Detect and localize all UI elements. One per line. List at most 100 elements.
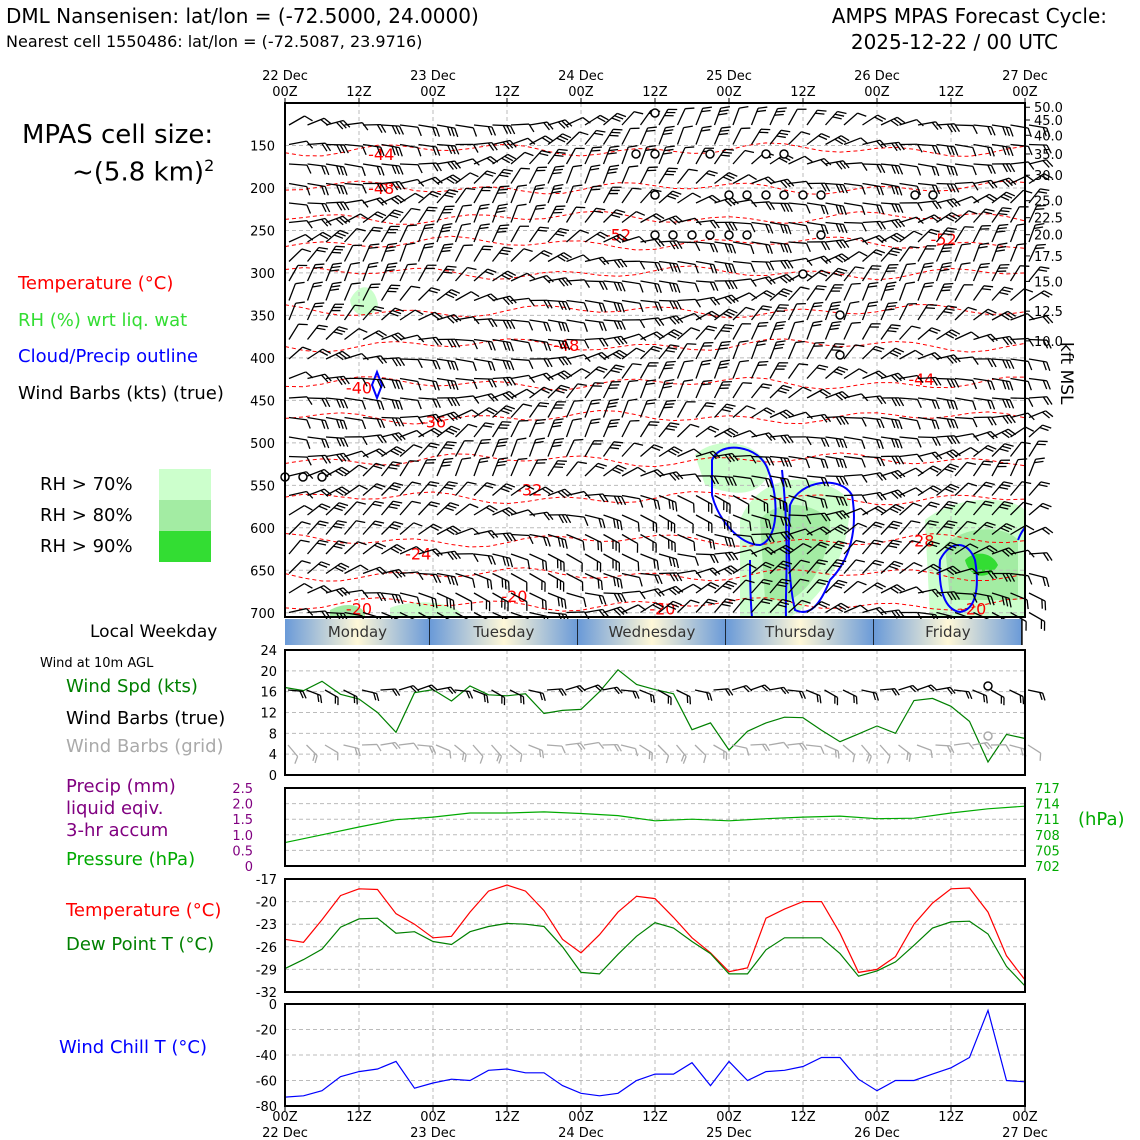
wind-barb-144 [676, 168, 698, 184]
wind-barb-580 [399, 397, 422, 410]
tick-label-kft-9: 15.0 [1034, 275, 1063, 290]
tick-panel1-3: 12 [260, 707, 277, 722]
wind-barb-96 [547, 148, 568, 165]
wind-barb-582 [436, 397, 461, 407]
wind-barb-274 [806, 241, 831, 251]
wind-barb-368 [1028, 266, 1050, 282]
cell-size-exponent: 2 [204, 156, 215, 175]
wind-barb-907 [381, 544, 406, 555]
wind-barb-958 [566, 572, 584, 592]
wind-barb-913 [492, 553, 514, 568]
tick-label-kft-5: 25.0 [1034, 195, 1063, 210]
temp-contour-3 [284, 235, 1026, 251]
wind-barb-353 [751, 276, 776, 285]
wind-barb-46 [381, 143, 403, 157]
wind-barb-693 [973, 430, 998, 440]
wind-barb-756 [621, 466, 646, 477]
wind-barb-601 [788, 386, 812, 399]
wind-barb-557 [732, 359, 749, 379]
wind-barb-185 [677, 192, 702, 204]
wind-barb-542 [455, 377, 478, 390]
wind-barb-545 [510, 374, 536, 383]
wind-barb-428 [621, 319, 646, 329]
bottom-date-10: 27 Dec [1002, 1126, 1048, 1140]
wind-barb-315 [806, 255, 832, 265]
sfc-barb-true-37 [972, 689, 988, 704]
wind-barb-803 [732, 494, 750, 514]
wind-barb-822 [325, 502, 349, 516]
wind-barb-145 [695, 170, 718, 184]
wind-barb-769 [862, 472, 887, 481]
wind-barb-764 [769, 475, 792, 489]
calm-circle-8 [742, 190, 752, 200]
cell-size-title: MPAS cell size: [22, 120, 214, 150]
wind-barb-865 [362, 520, 385, 535]
calm-circle-24 [835, 350, 845, 360]
wind-barb-262 [584, 231, 609, 243]
wind-barb-407 [991, 286, 1014, 301]
sfc-barb-grid-2 [324, 744, 339, 761]
wind-barb-414 [362, 305, 385, 321]
wind-barb-816 [973, 481, 995, 496]
wind-barb-523 [862, 345, 885, 360]
wind-barb-517 [750, 339, 767, 360]
wind-barb-29 [825, 110, 847, 126]
wind-barb-710 [528, 437, 545, 457]
top-time-7: 12Z [790, 85, 816, 100]
wind-barb-411 [306, 302, 325, 321]
precip-panel-frame [284, 787, 1026, 867]
wind-barb-450 [1028, 315, 1054, 325]
wind-barb-814 [936, 483, 960, 497]
wind-barb-272 [769, 241, 792, 254]
sfc-barb-grid-29 [824, 744, 840, 759]
wind-barb-990 [399, 592, 421, 607]
wind-barb-745 [417, 458, 436, 477]
wind-barb-371 [325, 281, 342, 301]
wind-barb-284 [991, 223, 1009, 243]
wind-barb-369 [288, 281, 305, 301]
wind-barb-438 [806, 301, 824, 321]
wind-barb-931 [825, 540, 848, 555]
wind-barb-895 [917, 520, 939, 535]
wind-barb-534 [307, 373, 332, 383]
wind-barb-933 [862, 539, 884, 555]
wind-barb-105 [713, 148, 735, 165]
wind-barb-219 [547, 205, 566, 223]
wind-barb-281 [935, 227, 957, 243]
wind-barb-433 [714, 308, 738, 321]
wind-barb-514 [695, 341, 714, 360]
bottom-date-4: 24 Dec [558, 1126, 604, 1140]
label-pressure-unit: (hPa) [1078, 809, 1125, 830]
sfc-barb-true-13 [528, 689, 546, 701]
wind-barb-509 [603, 349, 628, 360]
sfc-barb-true-17 [602, 686, 623, 695]
tick-panel3-3: -23 [256, 918, 277, 933]
wind-barb-547 [547, 370, 573, 380]
wind-barb-662 [399, 429, 425, 438]
wind-barb-755 [603, 464, 627, 477]
wind-barb-45 [362, 143, 385, 157]
wind-barb-82 [288, 163, 312, 174]
wind-barb-406 [972, 285, 994, 301]
wind-barb-577 [344, 397, 367, 410]
wind-barb-648 [899, 416, 921, 430]
tick-panel1-0: 0 [269, 769, 277, 784]
wind-barb-0 [288, 115, 313, 126]
wind-barb-505 [529, 358, 553, 368]
wind-barb-735 [991, 443, 1014, 457]
wind-barb-170 [399, 192, 424, 204]
wind-barb-833 [529, 511, 554, 521]
wind-barb-403 [917, 281, 934, 301]
wind-barb-968 [751, 561, 775, 575]
wind-barb-989 [381, 592, 404, 604]
calm-circle-1 [631, 149, 641, 159]
top-date-0: 22 Dec [262, 69, 308, 84]
wind-barb-312 [751, 260, 775, 271]
calm-circle-15 [650, 230, 660, 240]
wind-barb-957 [547, 572, 565, 592]
wind-barb-419 [455, 316, 480, 325]
wind-barb-994 [473, 592, 491, 612]
wind-barb-950 [418, 572, 442, 584]
legend-rh90: RH > 90% [40, 536, 133, 557]
wind-barb-314 [788, 257, 813, 266]
